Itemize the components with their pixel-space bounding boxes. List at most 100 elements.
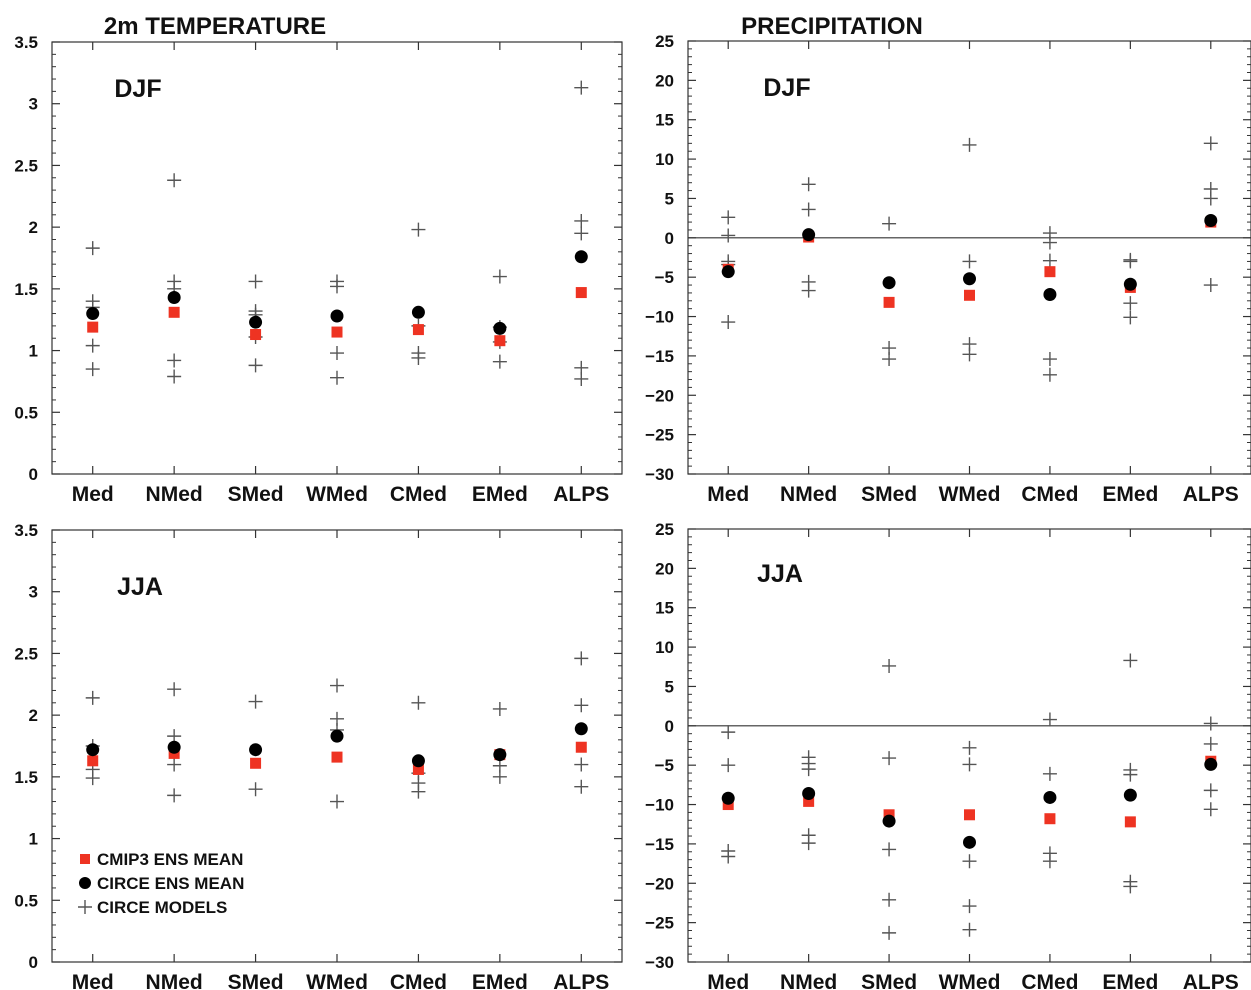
circe-model-point [962, 899, 977, 914]
circe-model-point [801, 177, 816, 192]
x-category-label: Med [72, 971, 114, 990]
circe-model-point [574, 226, 589, 241]
y-tick-label: 0 [665, 717, 674, 736]
circe-mean-point [1123, 277, 1137, 291]
cmip3-mean-point [331, 326, 343, 338]
circe-model-point [801, 283, 816, 298]
cmip3-mean-point [331, 751, 343, 763]
circe-model-point [492, 269, 507, 284]
circe-model-point [882, 658, 897, 673]
cmip3-mean-point [1044, 813, 1056, 825]
y-tick-label: 25 [655, 32, 674, 51]
cmip3-mean-point [250, 329, 262, 341]
circe-model-point [1123, 767, 1138, 782]
circe-model-point [1042, 367, 1057, 382]
circe-mean-point [1043, 288, 1057, 302]
y-tick-label: 0.5 [14, 891, 38, 910]
x-category-label: NMed [146, 483, 203, 506]
circe-model-point [1042, 854, 1057, 869]
circe-model-point [721, 758, 736, 773]
chart-panel-1: 0 0.5 1 1.5 2 2.5 3 3.5 Med NMed SMed WMed CMed EMed A… [14, 13, 623, 506]
circe-model-point [167, 757, 182, 772]
x-category-label: WMed [306, 483, 368, 506]
y-tick-label: −5 [655, 268, 674, 287]
y-tick-label: −10 [645, 796, 674, 815]
y-tick-label: 1 [29, 830, 38, 849]
circe-mean-point [574, 250, 588, 264]
y-tick-label: −15 [645, 347, 674, 366]
cmip3-mean-point [494, 335, 506, 347]
panel-title: PRECIPITATION [741, 13, 923, 40]
circe-model-point [882, 925, 897, 940]
y-tick-label: 2 [29, 218, 38, 237]
circe-mean-point [882, 276, 896, 290]
season-label: JJA [117, 573, 163, 601]
x-category-label: ALPS [1183, 483, 1239, 506]
cmip3-mean-point [1124, 816, 1136, 828]
season-label: DJF [114, 75, 161, 103]
x-category-label: ALPS [553, 971, 609, 990]
legend-label-models: CIRCE MODELS [97, 898, 227, 917]
circe-model-point [248, 694, 263, 709]
circe-model-point [1203, 136, 1218, 151]
circe-mean-point [802, 228, 816, 242]
y-tick-label: 20 [655, 559, 674, 578]
circe-model-point [330, 678, 344, 693]
circe-mean-point [882, 814, 896, 828]
cmip3-mean-point [803, 795, 815, 807]
legend-marker-models [78, 900, 92, 914]
circe-model-point [85, 690, 100, 705]
y-tick-label: −10 [645, 308, 674, 327]
y-tick-label: 5 [665, 677, 674, 696]
circe-model-point [330, 794, 344, 809]
y-tick-label: 15 [655, 599, 674, 618]
x-category-label: ALPS [1183, 971, 1239, 990]
legend-label-cmip3: CMIP3 ENS MEAN [97, 850, 243, 869]
y-tick-label: 0 [665, 229, 674, 248]
y-tick-label: 10 [655, 150, 674, 169]
x-category-label: Med [72, 483, 114, 506]
circe-mean-point [721, 791, 735, 805]
circe-model-point [574, 698, 589, 713]
x-category-label: WMed [306, 971, 368, 990]
x-category-label: EMed [472, 483, 528, 506]
circe-mean-point [86, 743, 100, 757]
y-tick-label: 5 [665, 189, 674, 208]
y-tick-label: −20 [645, 874, 674, 893]
x-category-label: SMed [228, 971, 284, 990]
circe-model-point [721, 725, 736, 740]
circe-model-point [721, 849, 736, 864]
cmip3-mean-point [1044, 266, 1056, 278]
circe-model-point [248, 782, 263, 797]
circe-mean-point [86, 307, 100, 321]
circe-mean-point [1204, 213, 1218, 227]
y-tick-label: −5 [655, 756, 674, 775]
circe-model-point [962, 740, 977, 755]
y-tick-label: 2 [29, 706, 38, 725]
x-category-label: CMed [1021, 971, 1078, 990]
circe-model-point [330, 346, 344, 361]
circe-model-point [574, 213, 589, 228]
x-category-label: EMed [472, 971, 528, 990]
y-tick-label: 10 [655, 638, 674, 657]
circe-mean-point [1043, 790, 1057, 804]
x-category-label: EMed [1102, 971, 1158, 990]
circe-mean-point [411, 305, 425, 319]
y-tick-label: 0.5 [14, 403, 38, 422]
cmip3-mean-point [575, 741, 587, 753]
x-category-label: WMed [939, 971, 1001, 990]
circe-model-point [882, 352, 897, 367]
circe-model-point [962, 854, 977, 869]
circe-model-point [492, 701, 507, 716]
y-tick-label: 1.5 [14, 280, 38, 299]
circe-model-point [1203, 191, 1218, 206]
circe-model-point [1203, 278, 1218, 293]
cmip3-mean-point [412, 763, 424, 775]
circe-model-point [721, 315, 736, 330]
circe-model-point [962, 137, 977, 152]
cmip3-mean-point [964, 809, 975, 821]
x-category-label: Med [707, 483, 749, 506]
circe-mean-point [249, 743, 263, 757]
circe-model-point [1203, 736, 1218, 751]
